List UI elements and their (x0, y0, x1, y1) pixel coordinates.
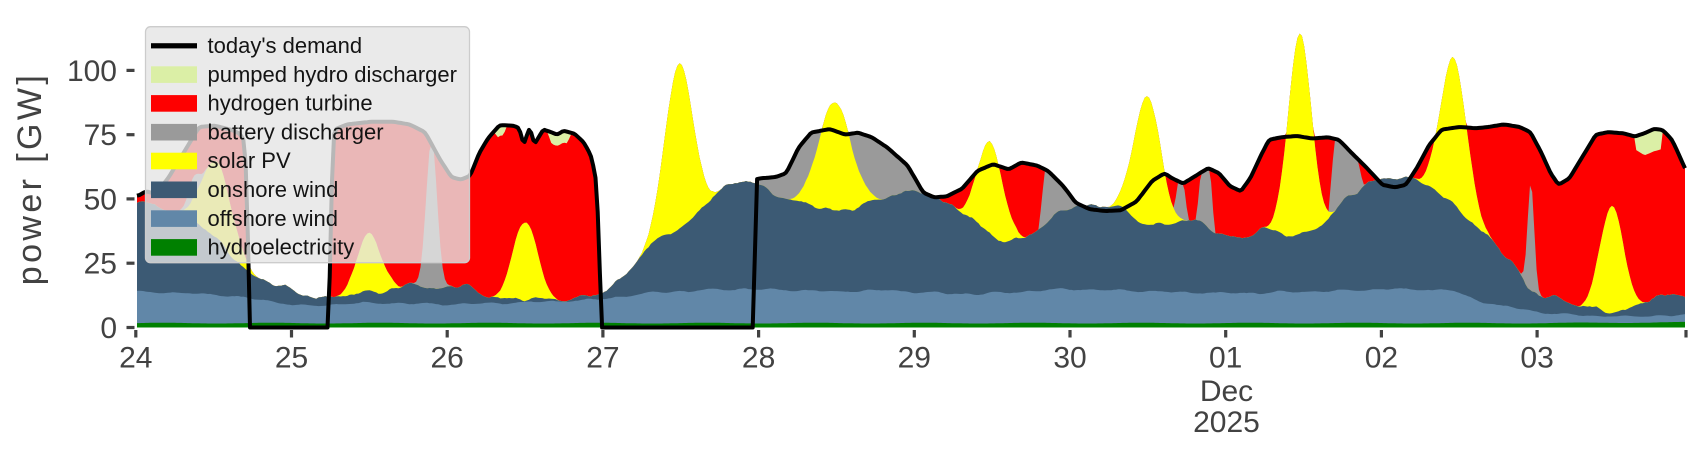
svg-text:25: 25 (84, 248, 117, 281)
svg-text:01: 01 (1209, 342, 1242, 375)
svg-text:100: 100 (67, 55, 117, 88)
svg-text:pumped hydro discharger: pumped hydro discharger (208, 62, 457, 87)
svg-text:24: 24 (119, 342, 152, 375)
svg-text:27: 27 (586, 342, 619, 375)
svg-text:28: 28 (742, 342, 775, 375)
svg-text:today's demand: today's demand (208, 33, 363, 58)
svg-text:offshore wind: offshore wind (208, 206, 338, 231)
svg-text:0: 0 (100, 312, 117, 345)
svg-text:02: 02 (1365, 342, 1398, 375)
svg-text:onshore wind: onshore wind (208, 177, 339, 202)
svg-text:75: 75 (84, 119, 117, 152)
svg-text:50: 50 (84, 183, 117, 216)
svg-text:hydrogen turbine: hydrogen turbine (208, 91, 373, 116)
svg-text:25: 25 (275, 342, 308, 375)
svg-text:hydroelectricity: hydroelectricity (208, 235, 355, 260)
svg-text:03: 03 (1520, 342, 1553, 375)
svg-text:2025: 2025 (1193, 406, 1260, 439)
svg-text:Dec: Dec (1200, 375, 1253, 408)
svg-text:solar PV: solar PV (208, 148, 291, 173)
svg-text:battery discharger: battery discharger (208, 119, 384, 144)
svg-text:26: 26 (431, 342, 464, 375)
svg-text:29: 29 (898, 342, 931, 375)
svg-text:30: 30 (1053, 342, 1086, 375)
svg-text:power [GW]: power [GW] (11, 72, 49, 285)
